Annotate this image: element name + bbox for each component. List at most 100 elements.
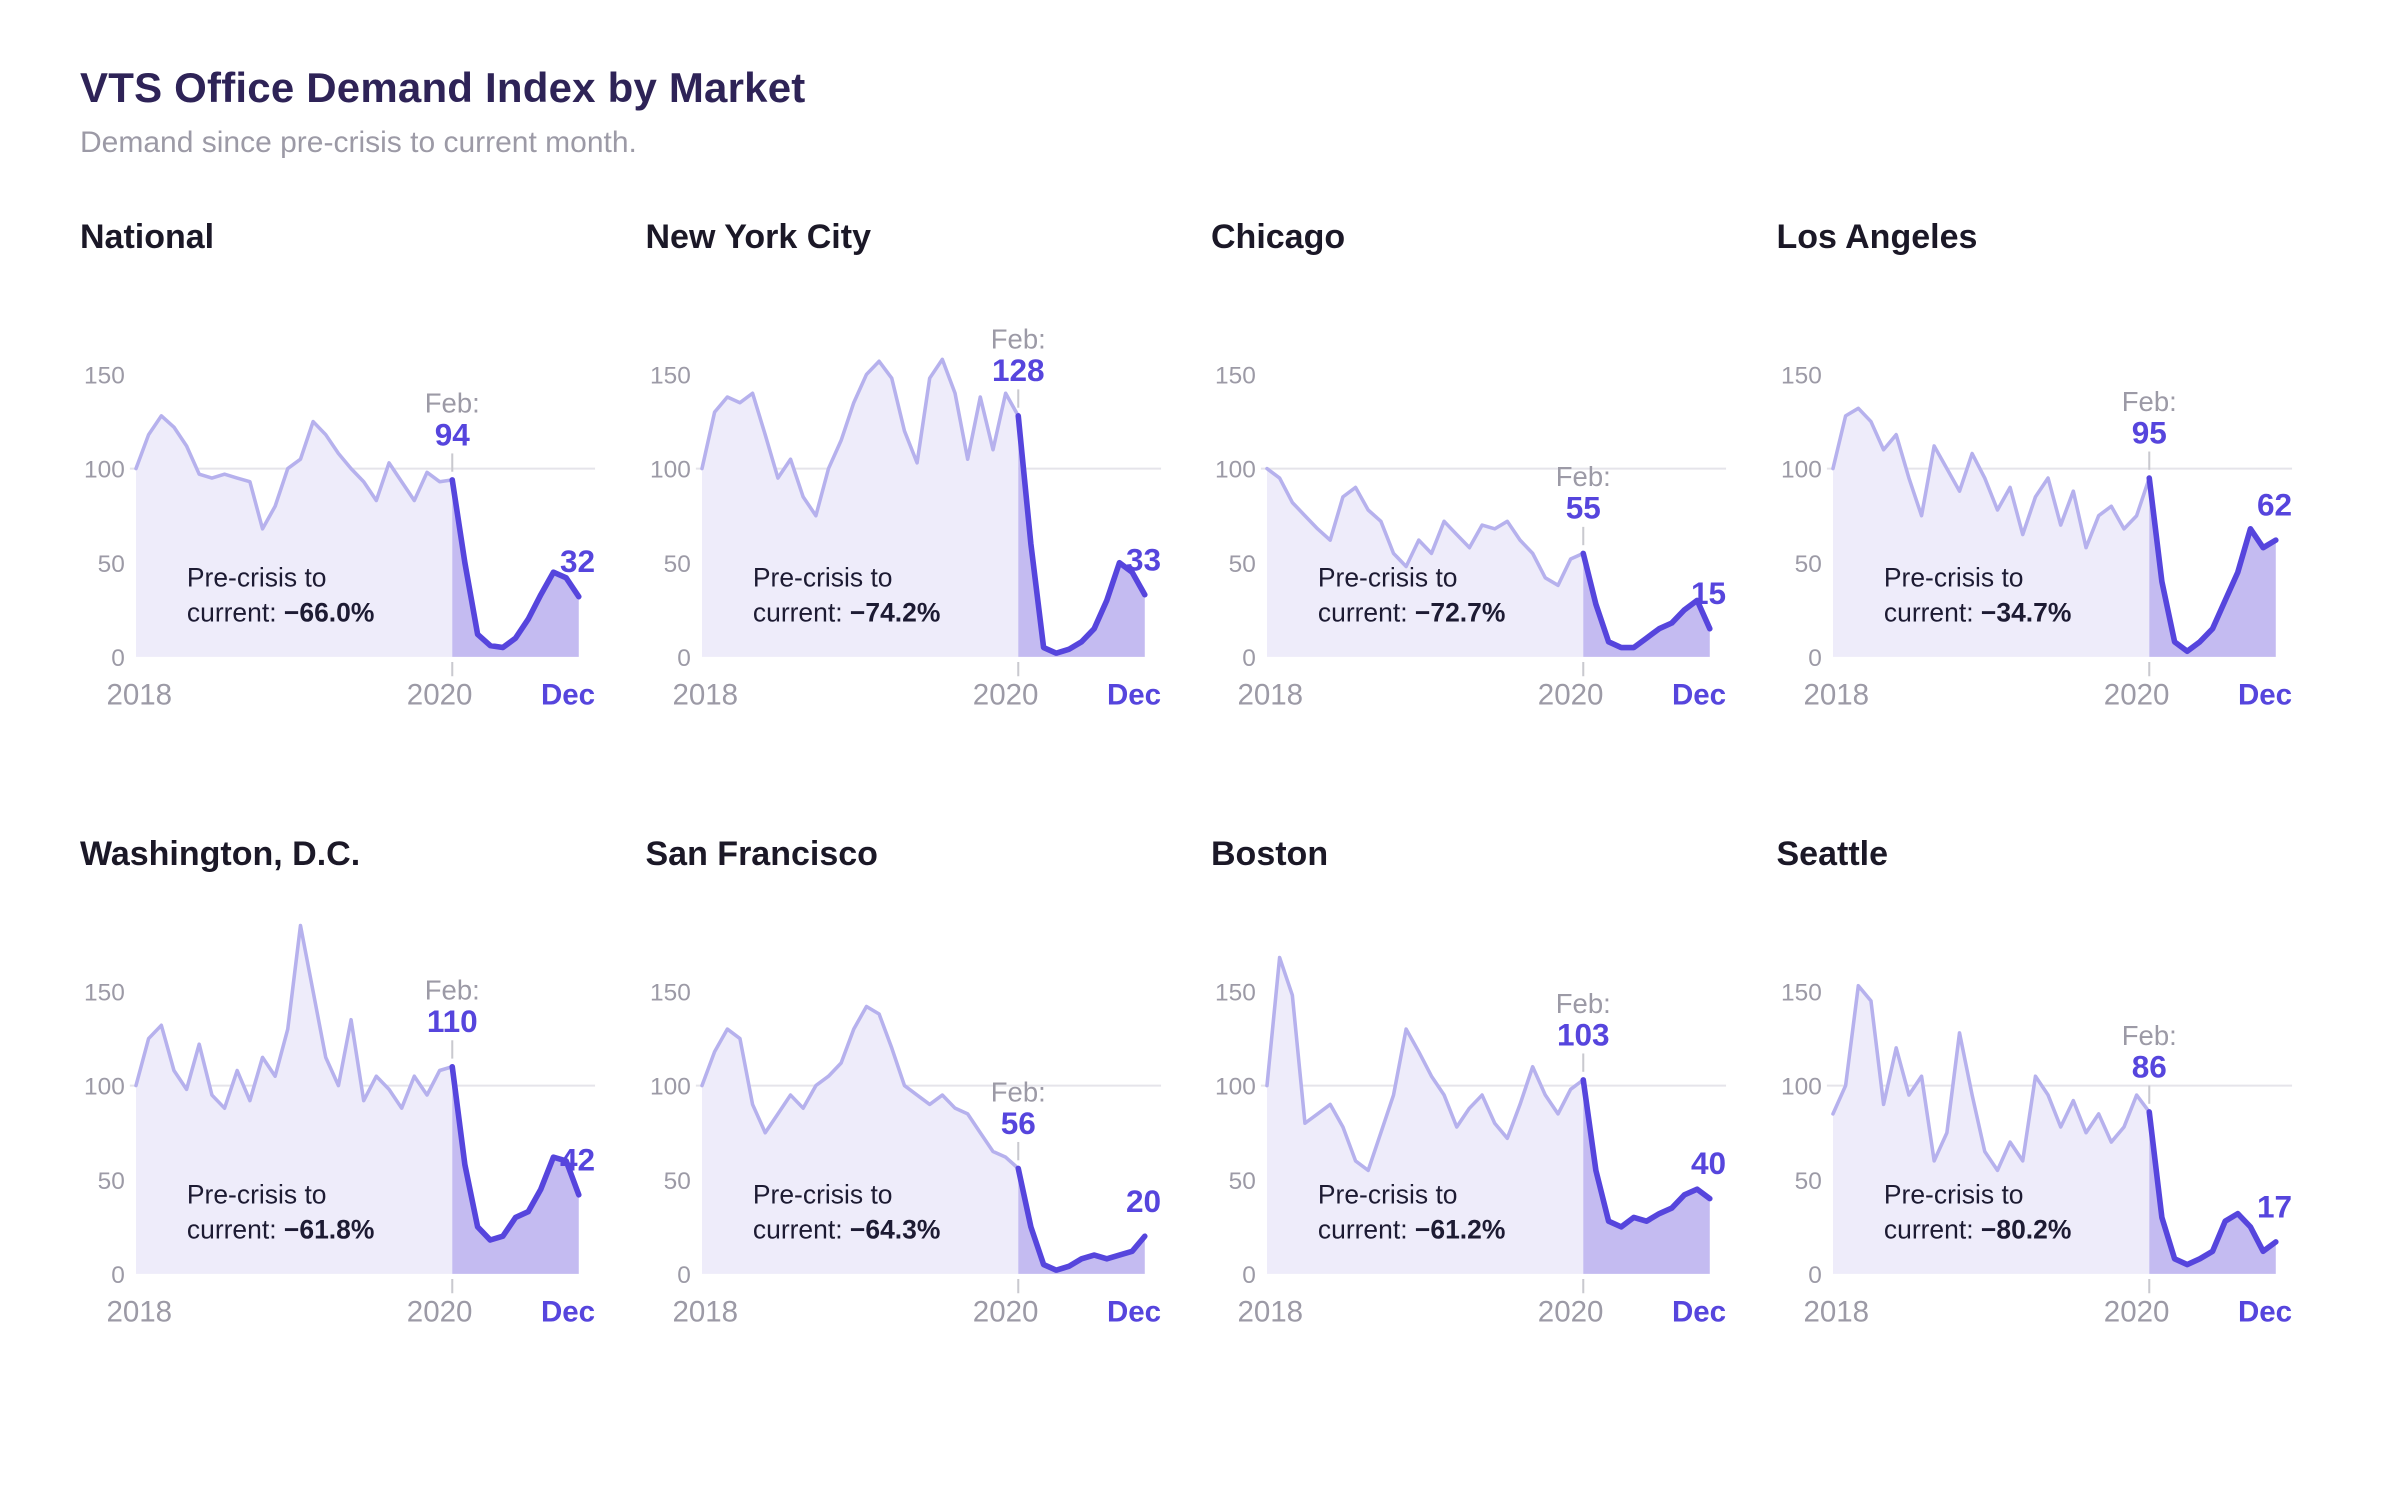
chart-svg: 150 100 50 0 Feb:55 15 Pre-crisis to current: −…: [1215, 363, 1726, 712]
precrisis-label-line2: current: −34.7%: [1883, 597, 2071, 627]
y-tick-label: 150: [84, 363, 125, 390]
y-tick-label: 50: [1229, 1168, 1256, 1195]
x-label-mid: 2020: [1538, 679, 1604, 712]
y-tick-label: 0: [677, 645, 691, 672]
post-crisis-line: [449, 1064, 582, 1244]
x-label-end: Dec: [2237, 1296, 2291, 1329]
feb-value: 94: [435, 416, 471, 452]
x-label-mid: 2020: [407, 679, 473, 712]
y-tick-label: 150: [650, 363, 691, 390]
y-tick-label: 100: [1215, 1074, 1256, 1101]
feb-prefix-label: Feb:: [1556, 461, 1611, 492]
x-label-mid: 2020: [2103, 679, 2169, 712]
market-panel: San Francisco 150 100 50 0 Feb: 56 20 Pre-crisi…: [646, 835, 1186, 1360]
pre-crisis-line: [134, 924, 455, 1111]
market-panel: Chicago 150 100 50 0 Feb: 55 15 Pre-crisis to cu…: [1211, 218, 1751, 743]
x-label-end: Dec: [2237, 679, 2291, 712]
y-tick-label: 50: [98, 551, 125, 578]
precrisis-label-line1: Pre-crisis to: [1883, 1180, 2023, 1210]
pre-crisis-area: [1266, 468, 1584, 657]
y-tick-label: 0: [677, 1262, 691, 1289]
y-tick-label: 0: [1808, 1262, 1822, 1289]
post-crisis-area: [452, 479, 579, 657]
market-panel: National 150 100 50 0 Feb: 94 32 Pre-crisis to c…: [80, 218, 620, 743]
pre-crisis-line: [134, 414, 455, 531]
feb-value: 55: [1566, 490, 1601, 526]
y-tick-label: 50: [1794, 551, 1821, 578]
feb-prefix-label: Feb:: [1556, 988, 1611, 1019]
pre-crisis-area: [701, 1006, 1018, 1275]
post-crisis-line: [1580, 1077, 1713, 1231]
post-crisis-area: [1583, 553, 1710, 657]
x-label-end: Dec: [541, 679, 595, 712]
y-tick-label: 100: [1781, 457, 1822, 484]
chart-svg: 150 100 50 0 Feb:86 17 Pre-crisis to current: −…: [1781, 980, 2292, 1329]
y-tick-label: 0: [1808, 645, 1822, 672]
x-label-start: 2018: [106, 679, 172, 712]
y-tick-label: 50: [1794, 1168, 1821, 1195]
dec-value: 17: [2256, 1189, 2291, 1225]
precrisis-label-line2: current: −61.8%: [187, 1215, 374, 1245]
post-crisis-area: [2148, 478, 2276, 657]
market-panel: Los Angeles 150 100 50 0 Feb: 95 62 Pre-crisis …: [1777, 218, 2317, 743]
y-tick-label: 0: [1242, 645, 1256, 672]
y-tick-label: 0: [111, 645, 125, 672]
dec-value: 62: [2256, 487, 2291, 523]
precrisis-label-line1: Pre-crisis to: [187, 1180, 327, 1210]
panel-title: Seattle: [1776, 835, 1889, 874]
x-label-mid: 2020: [972, 1296, 1038, 1329]
feb-prefix-label: Feb:: [2121, 1020, 2176, 1051]
pre-crisis-area: [701, 359, 1018, 657]
x-label-end: Dec: [1672, 679, 1726, 712]
feb-prefix-label: Feb:: [990, 1077, 1045, 1108]
market-panel: New York City 150 100 50 0 Feb: 128 33 Pre-cris…: [646, 218, 1186, 743]
feb-value: 95: [2131, 414, 2166, 450]
precrisis-label-line1: Pre-crisis to: [1883, 563, 2023, 593]
feb-value: 86: [2131, 1049, 2166, 1085]
y-tick-label: 100: [84, 457, 125, 484]
chart-svg: 150 100 50 0 Feb:94 32 Pre-crisis to current: −…: [84, 363, 595, 712]
precrisis-label-line1: Pre-crisis to: [752, 563, 892, 593]
x-label-mid: 2020: [407, 1296, 473, 1329]
pre-crisis-area: [135, 925, 453, 1275]
header: VTS Office Demand Index by Market Demand…: [80, 64, 2316, 160]
panel-title: Chicago: [1211, 218, 1346, 256]
precrisis-label-line1: Pre-crisis to: [752, 1180, 892, 1210]
precrisis-label-line1: Pre-crisis to: [1318, 1180, 1458, 1210]
panel-title: National: [80, 218, 215, 256]
y-tick-label: 150: [1215, 363, 1256, 390]
x-label-start: 2018: [672, 1296, 738, 1329]
y-tick-label: 50: [663, 551, 690, 578]
precrisis-label-line2: current: −64.3%: [752, 1215, 939, 1245]
y-tick-label: 100: [650, 1074, 691, 1101]
x-label-end: Dec: [1672, 1296, 1726, 1329]
post-crisis-line: [2145, 475, 2279, 654]
y-tick-label: 150: [650, 980, 691, 1007]
dec-value: 40: [1691, 1146, 1726, 1182]
panel-title: New York City: [645, 218, 871, 256]
post-crisis-line: [1014, 413, 1148, 656]
y-tick-label: 50: [663, 1168, 690, 1195]
post-crisis-line: [1014, 1166, 1148, 1274]
feb-value: 56: [1000, 1105, 1035, 1141]
x-label-mid: 2020: [972, 679, 1038, 712]
panel-title: Los Angeles: [1776, 218, 1978, 256]
dec-value: 15: [1691, 575, 1726, 611]
dec-value: 20: [1125, 1183, 1160, 1219]
chart-svg: 150 100 50 0 Feb:110 42 Pre-crisis to current: …: [84, 924, 595, 1329]
y-tick-label: 150: [1215, 980, 1256, 1007]
y-tick-label: 100: [1781, 1074, 1822, 1101]
pre-crisis-line: [1265, 956, 1586, 1173]
precrisis-label-line2: current: −61.2%: [1318, 1215, 1506, 1245]
feb-prefix-label: Feb:: [990, 324, 1045, 355]
y-tick-label: 150: [84, 980, 125, 1007]
x-label-start: 2018: [672, 679, 738, 712]
y-tick-label: 0: [111, 1262, 125, 1289]
post-crisis-area: [1017, 1168, 1145, 1275]
feb-prefix-label: Feb:: [425, 388, 480, 419]
chart-svg: 150 100 50 0 Feb:95 62 Pre-crisis to current: −…: [1781, 363, 2292, 712]
feb-prefix-label: Feb:: [425, 975, 480, 1006]
pre-crisis-line: [1830, 406, 2151, 550]
pre-crisis-area: [1266, 957, 1584, 1275]
y-tick-label: 0: [1242, 1262, 1256, 1289]
